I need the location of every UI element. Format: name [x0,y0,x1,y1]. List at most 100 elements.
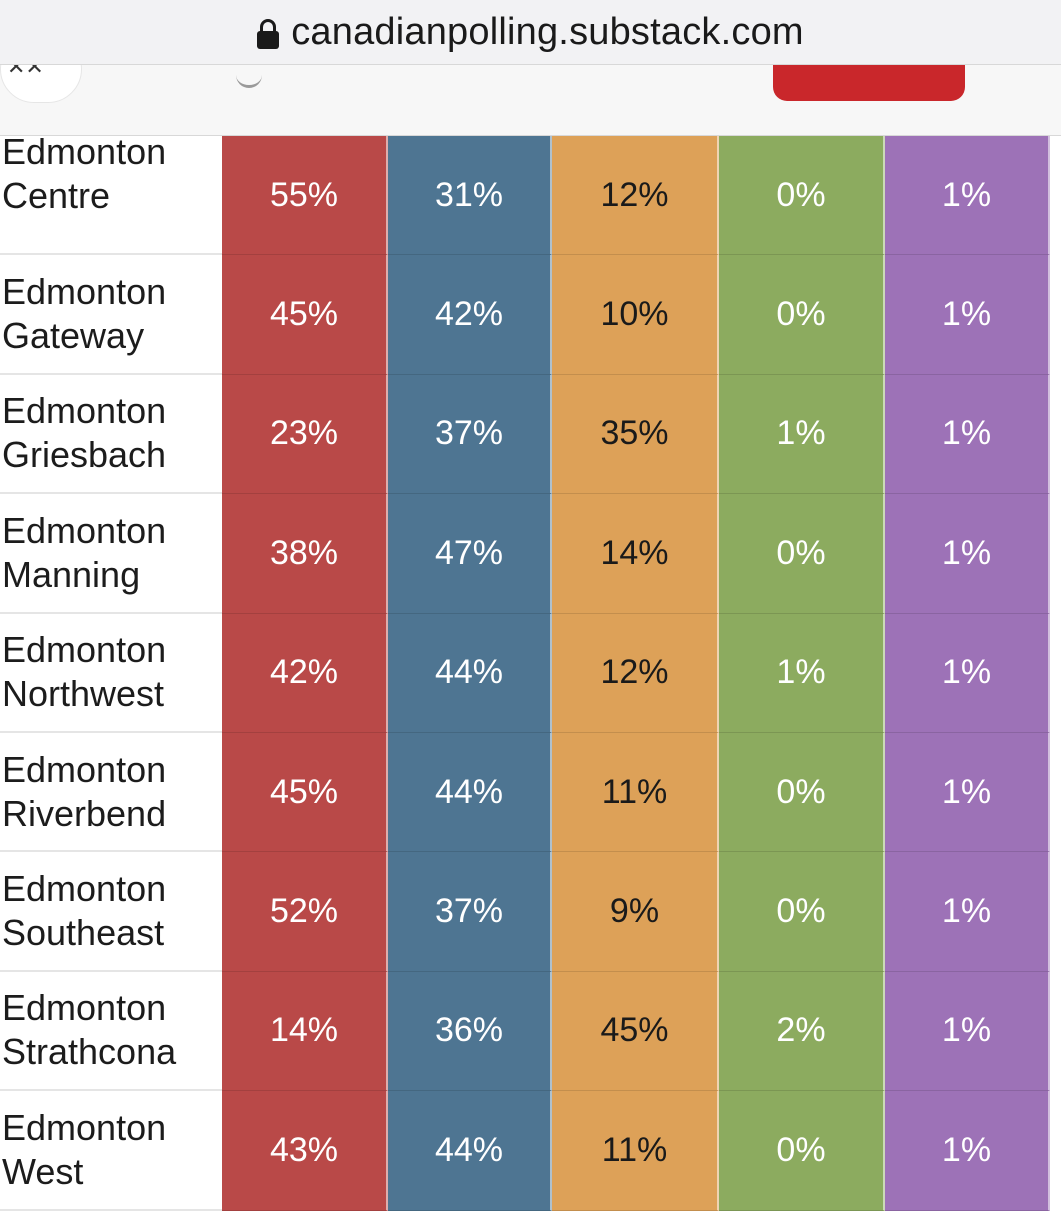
vote-share-cell: 0% [719,1091,885,1211]
vote-share-cell: 42% [222,613,388,733]
riding-projection-table: Edmonton Centre 55% 31% 12% 0% 1% Edmonton Gatew… [0,131,1061,1211]
publication-logo[interactable]: ✕✕ [0,64,82,103]
vote-share-cell: 45% [222,255,388,375]
district-name-line1: Edmonton [2,509,167,551]
site-header: ✕✕ [0,64,1061,136]
vote-share-cell: 0% [719,494,885,614]
vote-share-cell: 36% [388,971,552,1092]
vote-share-cell: 1% [885,136,1050,256]
vote-share-cell: 55% [222,136,388,256]
table-row: Edmonton Strathcona 14% 36% 45% 2% 1% [0,971,1061,1092]
table-edge [1050,971,1061,1092]
district-name: Edmonton Strathcona [0,972,222,1092]
vote-share-cell: 42% [388,255,552,375]
district-name: Edmonton Gateway [0,255,222,375]
table-row: Edmonton West 43% 44% 11% 0% 1% [0,1091,1061,1211]
district-name: Edmonton Northwest [0,614,222,733]
vote-share-cell: 45% [222,732,388,853]
district-name-line1: Edmonton [2,868,167,910]
vote-share-cell: 1% [885,852,1050,972]
table-row: Edmonton Southeast 52% 37% 9% 0% 1% [0,852,1061,972]
vote-share-cell: 1% [885,255,1050,375]
district-name-line1: Edmonton [2,131,167,172]
vote-share-cell: 44% [388,1091,552,1211]
vote-share-cell: 1% [885,732,1050,853]
district-name-line1: Edmonton [2,390,167,432]
district-name-line2: Northwest [2,673,165,715]
vote-share-cell: 10% [552,255,719,375]
district-name-line2: Strathcona [2,1031,177,1073]
vote-share-cell: 37% [388,852,552,972]
district-name-line2: Griesbach [2,434,167,476]
table-row: Edmonton Manning 38% 47% 14% 0% 1% [0,494,1061,614]
district-name-line1: Edmonton [2,629,167,671]
vote-share-cell: 45% [552,971,719,1092]
header-avatar-icon[interactable] [236,73,262,88]
district-name-line2: West [2,1150,84,1192]
vote-share-cell: 52% [222,852,388,972]
table-edge [1050,255,1061,375]
district-name: Edmonton Riverbend [0,733,222,853]
lock-icon [257,19,280,49]
url-text[interactable]: canadianpolling.substack.com [291,10,804,53]
vote-share-cell: 38% [222,494,388,614]
vote-share-cell: 11% [552,1091,719,1211]
table-edge [1050,732,1061,853]
district-name: Edmonton Griesbach [0,375,222,495]
district-name-line2: Manning [2,553,141,595]
table-row: Edmonton Centre 55% 31% 12% 0% 1% [0,131,1061,256]
url-display[interactable]: canadianpolling.substack.com [257,11,804,54]
vote-share-cell: 1% [885,1091,1050,1211]
table-edge [1050,494,1061,614]
district-name-line2: Centre [2,175,111,216]
vote-share-cell: 47% [388,494,552,614]
vote-share-cell: 35% [552,374,719,495]
table-edge [1050,374,1061,495]
table-row: Edmonton Northwest 42% 44% 12% 1% 1% [0,613,1061,733]
vote-share-cell: 1% [719,613,885,733]
subscribe-button[interactable] [773,65,965,101]
vote-share-cell: 14% [222,971,388,1092]
vote-share-cell: 0% [719,136,885,256]
vote-share-cell: 12% [552,136,719,256]
vote-share-cell: 31% [388,136,552,256]
district-name-line1: Edmonton [2,1106,167,1148]
district-name-line2: Riverbend [2,792,167,834]
vote-share-cell: 0% [719,255,885,375]
vote-share-cell: 23% [222,374,388,495]
vote-share-cell: 9% [552,852,719,972]
table-row: Edmonton Griesbach 23% 37% 35% 1% 1% [0,374,1061,495]
vote-share-cell: 1% [885,374,1050,495]
vote-share-cell: 11% [552,732,719,853]
vote-share-cell: 2% [719,971,885,1092]
district-name-line1: Edmonton [2,748,167,790]
vote-share-cell: 1% [885,494,1050,614]
district-name-line2: Gateway [2,315,145,357]
table-row: Edmonton Riverbend 45% 44% 11% 0% 1% [0,732,1061,853]
table-edge [1050,852,1061,972]
logo-glyph-icon: ✕✕ [7,64,44,79]
district-name: Edmonton Manning [0,494,222,614]
vote-share-cell: 44% [388,613,552,733]
table-edge [1050,1091,1061,1211]
vote-share-cell: 43% [222,1091,388,1211]
vote-share-cell: 1% [885,613,1050,733]
vote-share-cell: 1% [885,971,1050,1092]
district-name-line2: Southeast [2,912,165,954]
district-name: Edmonton Centre [0,131,222,256]
vote-share-cell: 37% [388,374,552,495]
district-name-line1: Edmonton [2,271,167,313]
vote-share-cell: 44% [388,732,552,853]
district-name: Edmonton Southeast [0,852,222,972]
vote-share-cell: 0% [719,852,885,972]
vote-share-cell: 12% [552,613,719,733]
district-name: Edmonton West [0,1091,222,1211]
table-edge [1050,136,1061,256]
table-edge [1050,613,1061,733]
vote-share-cell: 14% [552,494,719,614]
district-name-line1: Edmonton [2,987,167,1029]
vote-share-cell: 1% [719,374,885,495]
browser-address-bar[interactable]: canadianpolling.substack.com [0,0,1061,64]
vote-share-cell: 0% [719,732,885,853]
table-row: Edmonton Gateway 45% 42% 10% 0% 1% [0,255,1061,375]
